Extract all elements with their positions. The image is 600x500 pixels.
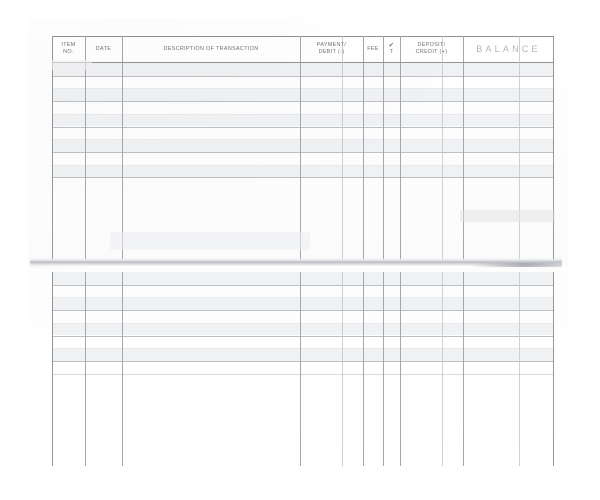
cents-divider-deposit [441,36,443,264]
edge-left [52,36,53,264]
column-header-fee: FEE [367,45,379,52]
table-row[interactable] [52,113,554,127]
table-row[interactable] [52,297,554,311]
check-register-bottom [52,272,554,466]
table-row[interactable] [52,164,554,178]
column-rule-deposit [400,36,401,264]
header-bottom-rule [52,62,554,63]
column-rule-balance [463,272,464,466]
table-row[interactable] [52,310,554,323]
table-row[interactable] [52,336,554,349]
checkmark-icon: ✔ [388,41,395,49]
table-row[interactable] [52,127,554,140]
row-rule [52,75,554,77]
cents-divider-balance [519,36,521,264]
column-rule-date [85,272,86,466]
column-rule-balance [463,36,464,264]
table-row[interactable] [52,139,554,152]
column-rule-fee [363,36,364,264]
row-rule [52,177,554,179]
cents-divider-balance [519,272,521,466]
column-header-balance: BALANCE [476,43,541,54]
register-rows-top [52,36,554,264]
column-header-item_no: ITEM NO. [61,42,76,55]
check-register-top: ITEM NO. DATE DESCRIPTION OF TRANSACTION PA… [52,36,554,264]
column-rule-desc [122,272,123,466]
column-rule-deposit [400,272,401,466]
column-header-payment: PAYMENT/ DEBIT (-) [316,42,347,55]
table-row[interactable] [52,152,554,165]
row-rule [52,360,554,362]
column-rule-tick [383,36,384,264]
table-row[interactable] [52,88,554,102]
row-rule [52,151,554,153]
column-header-tick-label: T [389,49,394,55]
cents-divider-payment [341,36,343,264]
column-header-deposit: DEPOSIT/ CREDIT (+) [415,42,448,55]
column-rule-payment [300,36,301,264]
column-header-row-top [52,36,554,62]
table-row[interactable] [52,348,554,361]
edge-left [52,272,53,466]
row-rule [52,101,554,103]
table-row[interactable] [52,322,554,336]
table-row[interactable] [52,63,554,76]
paper-fold-highlight [36,266,556,268]
cents-divider-deposit [441,272,443,466]
row-rule [52,126,554,128]
table-row[interactable] [52,76,554,89]
row-rule [52,284,554,286]
edge-right [553,36,554,264]
paper-fold-seam [30,258,562,269]
column-header-desc: DESCRIPTION OF TRANSACTION [163,45,259,52]
register-rows-bottom [52,272,554,466]
column-rule-tick [383,272,384,466]
row-rule [52,310,554,312]
table-row[interactable] [52,361,554,374]
edge-right [553,272,554,466]
table-row[interactable] [52,272,554,285]
column-rule-payment [300,272,301,466]
column-header-tick: ✔ T [383,36,400,62]
header-top-rule [52,36,554,37]
column-rule-desc [122,36,123,264]
cents-divider-payment [341,272,343,466]
table-row[interactable] [52,285,554,298]
column-header-date: DATE [95,45,112,52]
row-rule [52,373,554,375]
table-row[interactable] [52,101,554,114]
column-rule-date [85,36,86,264]
column-rule-fee [363,272,364,466]
row-rule [52,335,554,337]
paper-fold-corner [469,262,563,268]
